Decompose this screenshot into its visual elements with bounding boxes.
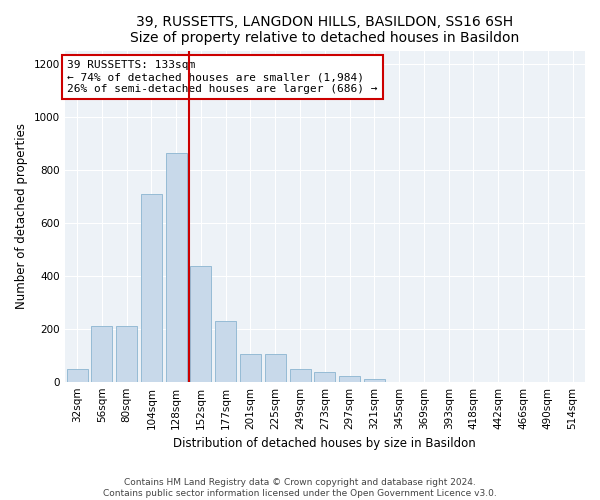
Bar — [116, 326, 137, 382]
X-axis label: Distribution of detached houses by size in Basildon: Distribution of detached houses by size … — [173, 437, 476, 450]
Y-axis label: Number of detached properties: Number of detached properties — [15, 123, 28, 309]
Bar — [166, 152, 187, 382]
Bar — [67, 369, 88, 382]
Title: 39, RUSSETTS, LANGDON HILLS, BASILDON, SS16 6SH
Size of property relative to det: 39, RUSSETTS, LANGDON HILLS, BASILDON, S… — [130, 15, 520, 45]
Bar — [91, 326, 112, 382]
Text: Contains HM Land Registry data © Crown copyright and database right 2024.
Contai: Contains HM Land Registry data © Crown c… — [103, 478, 497, 498]
Bar — [265, 354, 286, 382]
Bar — [314, 372, 335, 382]
Bar — [190, 266, 211, 382]
Bar — [215, 320, 236, 382]
Bar — [141, 194, 162, 382]
Text: 39 RUSSETTS: 133sqm
← 74% of detached houses are smaller (1,984)
26% of semi-det: 39 RUSSETTS: 133sqm ← 74% of detached ho… — [67, 60, 378, 94]
Bar — [240, 354, 261, 382]
Bar — [290, 369, 311, 382]
Bar — [364, 379, 385, 382]
Bar — [339, 376, 360, 382]
